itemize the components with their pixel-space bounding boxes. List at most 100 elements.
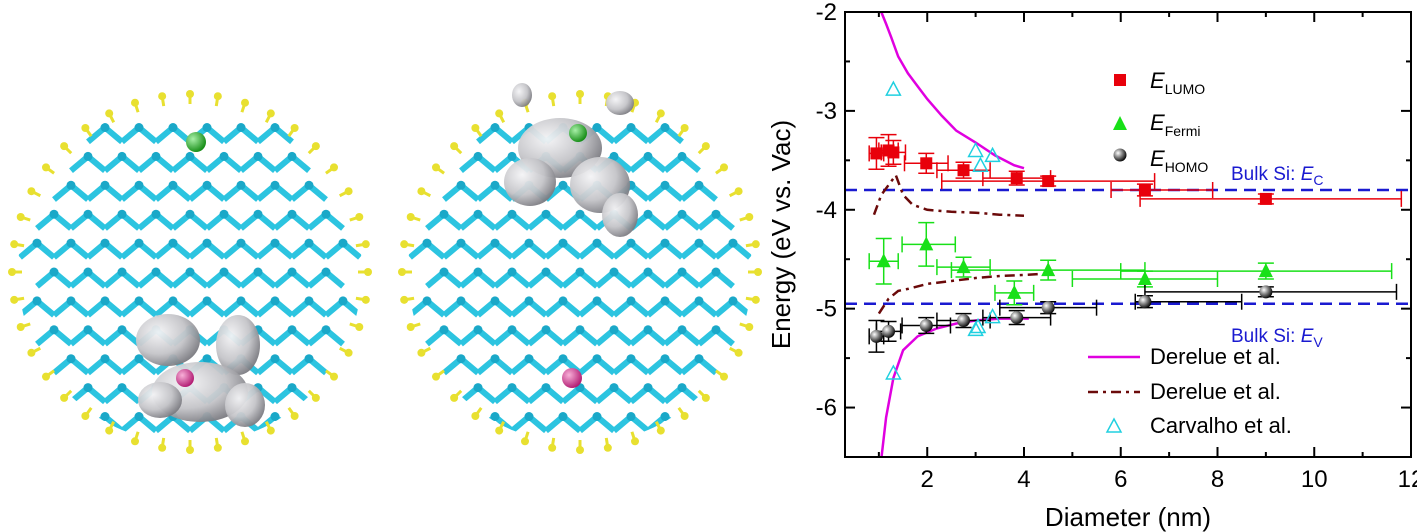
si-atom	[202, 296, 212, 306]
si-atom	[660, 180, 670, 190]
h-atom	[656, 109, 665, 118]
nanocrystal-right	[398, 83, 762, 454]
legend-fermi-label: EFermi	[1150, 110, 1200, 139]
si-atom	[338, 296, 348, 306]
h-atom	[311, 142, 320, 151]
h-atom	[398, 268, 406, 276]
si-atom	[270, 238, 280, 248]
si-atom	[677, 267, 687, 277]
si-atom	[711, 325, 721, 335]
si-atom	[287, 383, 297, 393]
h-atom	[241, 437, 250, 446]
h-atom	[471, 412, 480, 421]
si-atom	[575, 325, 585, 335]
si-atom	[422, 238, 432, 248]
si-atom	[490, 354, 500, 364]
h-atom	[41, 163, 50, 172]
si-atom	[609, 151, 619, 161]
si-atom	[236, 296, 246, 306]
si-atom	[100, 238, 110, 248]
si-atom	[134, 296, 144, 306]
y-tick-label: -5	[816, 296, 837, 323]
si-atom	[490, 123, 500, 132]
si-atom	[202, 180, 212, 190]
si-atom	[338, 238, 348, 248]
homo-marker	[1138, 295, 1152, 309]
h-atom	[16, 323, 25, 332]
h-atom	[344, 348, 353, 357]
h-atom	[745, 323, 754, 332]
si-atom	[507, 151, 517, 161]
carvalho-marker	[972, 156, 989, 173]
h-atom	[576, 446, 584, 454]
h-atom	[10, 295, 19, 304]
si-atom	[609, 267, 619, 277]
lumo-marker	[870, 147, 883, 160]
si-atom	[287, 325, 297, 335]
fermi-marker	[1258, 263, 1273, 278]
h-atom	[431, 372, 440, 381]
si-atom	[609, 325, 619, 335]
si-atom	[507, 325, 517, 335]
si-atom	[626, 354, 636, 364]
si-atom	[117, 151, 127, 161]
si-atom	[219, 267, 229, 277]
si-atom	[626, 412, 636, 421]
si-atom	[168, 238, 178, 248]
si-atom	[711, 267, 721, 277]
si-atom	[439, 325, 449, 335]
si-atom	[456, 296, 466, 306]
si-atom	[117, 325, 127, 335]
si-atom	[677, 151, 687, 161]
si-atom	[151, 209, 161, 219]
si-atom	[694, 354, 704, 364]
si-atom	[202, 354, 212, 364]
si-atom	[643, 151, 653, 161]
si-atom	[100, 180, 110, 190]
si-atom	[473, 383, 483, 393]
h-atom	[656, 426, 665, 435]
si-atom	[151, 267, 161, 277]
p-dopant-atom	[176, 369, 194, 387]
h-atom	[548, 92, 557, 101]
si-atom	[49, 209, 59, 219]
legend-dashdot-label: Derelue et al.	[1150, 379, 1281, 404]
h-atom	[361, 295, 370, 304]
orbital-lobe	[216, 315, 260, 375]
si-atom	[253, 209, 263, 219]
si-atom	[304, 296, 314, 306]
legend-homo-marker	[1113, 148, 1127, 162]
h-atom	[734, 187, 743, 196]
orbital-lobe	[136, 314, 200, 366]
y-axis-label: Energy (eV vs. Vac)	[766, 120, 796, 349]
si-atom	[660, 123, 670, 132]
orbital-lobe	[512, 83, 532, 107]
h-atom	[471, 123, 480, 132]
lumo-marker	[1010, 172, 1023, 185]
legend-homo-label: EHOMO	[1150, 146, 1208, 175]
orbital-lobe	[602, 193, 638, 237]
si-atom	[609, 383, 619, 393]
h-atom	[41, 372, 50, 381]
theory-curves	[872, 12, 1039, 457]
si-atom	[83, 151, 93, 161]
h-atom	[81, 123, 90, 132]
n-dopant-atom	[569, 124, 587, 142]
si-atom	[83, 325, 93, 335]
derelue-dashdot-upper	[872, 172, 1025, 217]
si-atom	[151, 151, 161, 161]
h-atom	[311, 393, 320, 402]
h-atom	[745, 212, 754, 221]
si-atom	[134, 180, 144, 190]
si-atom	[643, 267, 653, 277]
n-dopant-atom	[186, 132, 206, 152]
carvalho-marker	[967, 141, 984, 158]
h-atom	[158, 92, 167, 101]
homo-marker	[1259, 285, 1273, 299]
y-tick-label: -4	[816, 197, 837, 224]
y-tick-label: -6	[816, 395, 837, 422]
h-atom	[520, 437, 529, 446]
h-atom	[406, 323, 415, 332]
lumo-marker	[1138, 184, 1151, 196]
